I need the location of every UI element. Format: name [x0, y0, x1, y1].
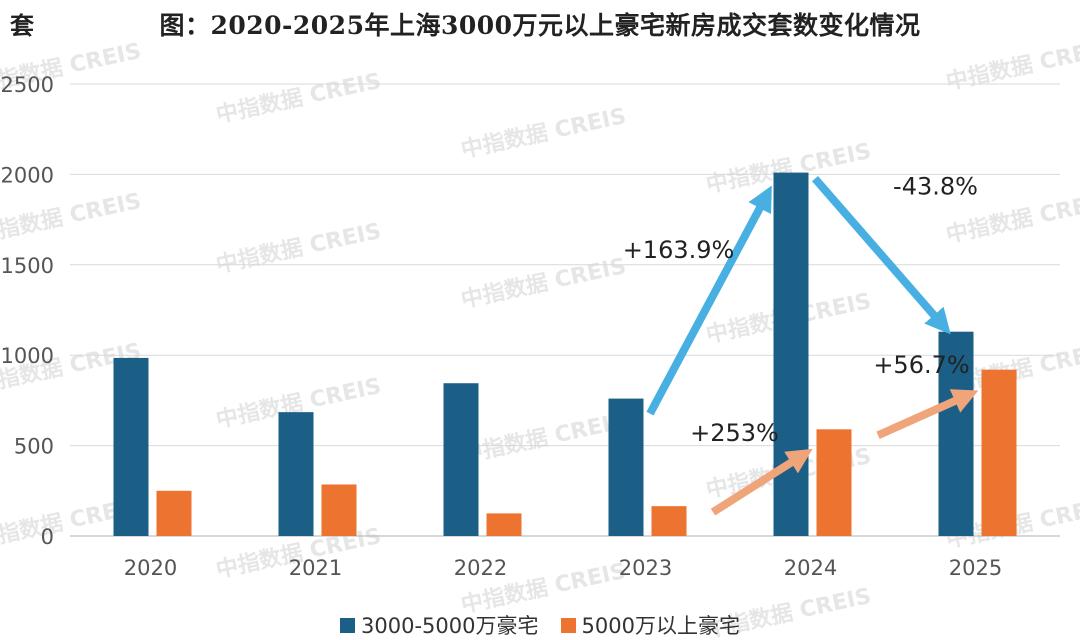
x-tick-label: 2021 [289, 556, 342, 580]
legend-swatch-series-2 [560, 617, 576, 633]
bar-series1-2021 [278, 412, 314, 536]
gridlines [70, 83, 1060, 537]
y-axis-ticks: 0 500 1000 1500 2000 2500 [1, 73, 54, 549]
change-label: -43.8% [893, 173, 978, 201]
x-tick-label: 2023 [619, 556, 672, 580]
watermark-text: 中指数据 CREIS [214, 68, 384, 128]
bar-series2-2020 [156, 490, 192, 536]
watermark-text: 中指数据 CREIS [459, 103, 629, 163]
legend-label-series-1: 3000-5000万豪宅 [361, 614, 539, 638]
change-label: +253% [690, 419, 779, 447]
change-arrow [646, 185, 772, 416]
legend-swatch-series-1 [340, 617, 356, 633]
bar-series1-2024 [773, 172, 809, 537]
watermark-text: 中指数据 CREIS [459, 253, 629, 313]
y-tick-label: 1500 [1, 254, 54, 278]
watermark-text: 中指数据 CREIS [214, 218, 384, 278]
bar-series2-2022 [486, 513, 522, 536]
change-label: +56.7% [873, 351, 969, 379]
chart-title: 图：2020-2025年上海3000万元以上豪宅新房成交套数变化情况 [159, 11, 921, 40]
legend-item-series-2: 5000万以上豪宅 [560, 610, 740, 640]
change-annotations: +163.9% -43.8% +253% +56.7% [623, 173, 978, 448]
change-arrow [811, 175, 951, 335]
x-tick-label: 2022 [454, 556, 507, 580]
y-tick-label: 2000 [1, 163, 54, 187]
bar-series2-2023 [651, 506, 687, 536]
watermark-text: 中指数据 CREIS [944, 35, 1080, 95]
change-arrows [646, 175, 979, 516]
change-arrow [876, 389, 979, 439]
x-tick-label: 2024 [784, 556, 837, 580]
watermark-text: 中指数据 CREIS [0, 188, 143, 248]
watermark-layer: 中指数据 CREIS 中指数据 CREIS 中指数据 CREIS 中指数据 CREIS… [0, 35, 1080, 640]
y-tick-label: 0 [41, 525, 54, 549]
x-tick-label: 2025 [949, 556, 1002, 580]
bar-series1-2025 [938, 331, 974, 536]
bar-series1-2023 [608, 398, 644, 536]
bar-series2-2021 [321, 484, 357, 536]
y-tick-label: 1000 [1, 344, 54, 368]
change-arrow [710, 448, 813, 516]
bar-series2-2025 [981, 369, 1017, 536]
bar-series2-2024 [816, 429, 852, 536]
change-label: +163.9% [623, 236, 735, 264]
legend: 3000-5000万豪宅 5000万以上豪宅 [0, 610, 1080, 640]
bar-series1-2022 [443, 383, 479, 536]
bars [113, 172, 1017, 537]
legend-item-series-1: 3000-5000万豪宅 [340, 610, 539, 640]
x-axis-ticks: 2020 2021 2022 2023 2024 2025 [124, 556, 1002, 580]
y-axis-unit: 套 [10, 11, 34, 40]
watermark-text: 中指数据 CREIS [459, 408, 629, 468]
legend-label-series-2: 5000万以上豪宅 [581, 614, 740, 638]
y-tick-label: 500 [14, 435, 54, 459]
bar-series1-2020 [113, 357, 149, 536]
x-tick-label: 2020 [124, 556, 177, 580]
y-tick-label: 2500 [1, 73, 54, 97]
